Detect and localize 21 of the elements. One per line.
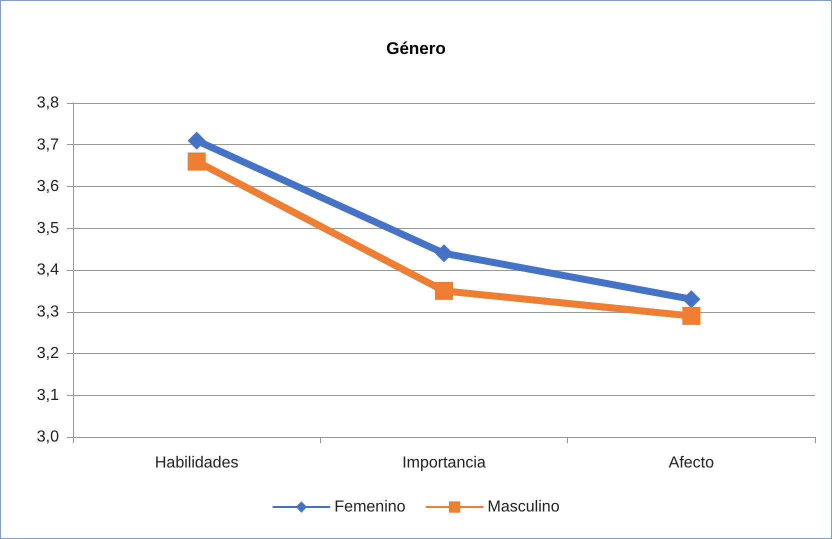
point [682, 290, 700, 308]
x-tick-label: Afecto [668, 454, 714, 472]
y-tick-label: 3,7 [36, 136, 60, 154]
y-tick-label: 3,6 [36, 178, 60, 195]
y-tick-label: 3,4 [36, 262, 60, 278]
legend-label: Femenino [334, 498, 406, 516]
point [435, 244, 453, 262]
y-tick-label: 3,1 [36, 386, 60, 404]
x-tick-label: Importancia [402, 454, 486, 472]
y-tick-label: 3,0 [36, 428, 60, 446]
chart-title: Género [386, 39, 446, 58]
x-tick-label: Habilidades [154, 454, 238, 472]
y-tick-label: 3,2 [36, 345, 60, 362]
legend-label: Masculino [488, 498, 560, 516]
y-tick-label: 3,5 [36, 220, 60, 237]
point [188, 132, 206, 150]
y-tick-label: 3,3 [36, 303, 60, 320]
point [188, 152, 206, 170]
y-tick-label: 3,8 [36, 94, 60, 112]
point [682, 306, 700, 325]
point [435, 282, 453, 300]
